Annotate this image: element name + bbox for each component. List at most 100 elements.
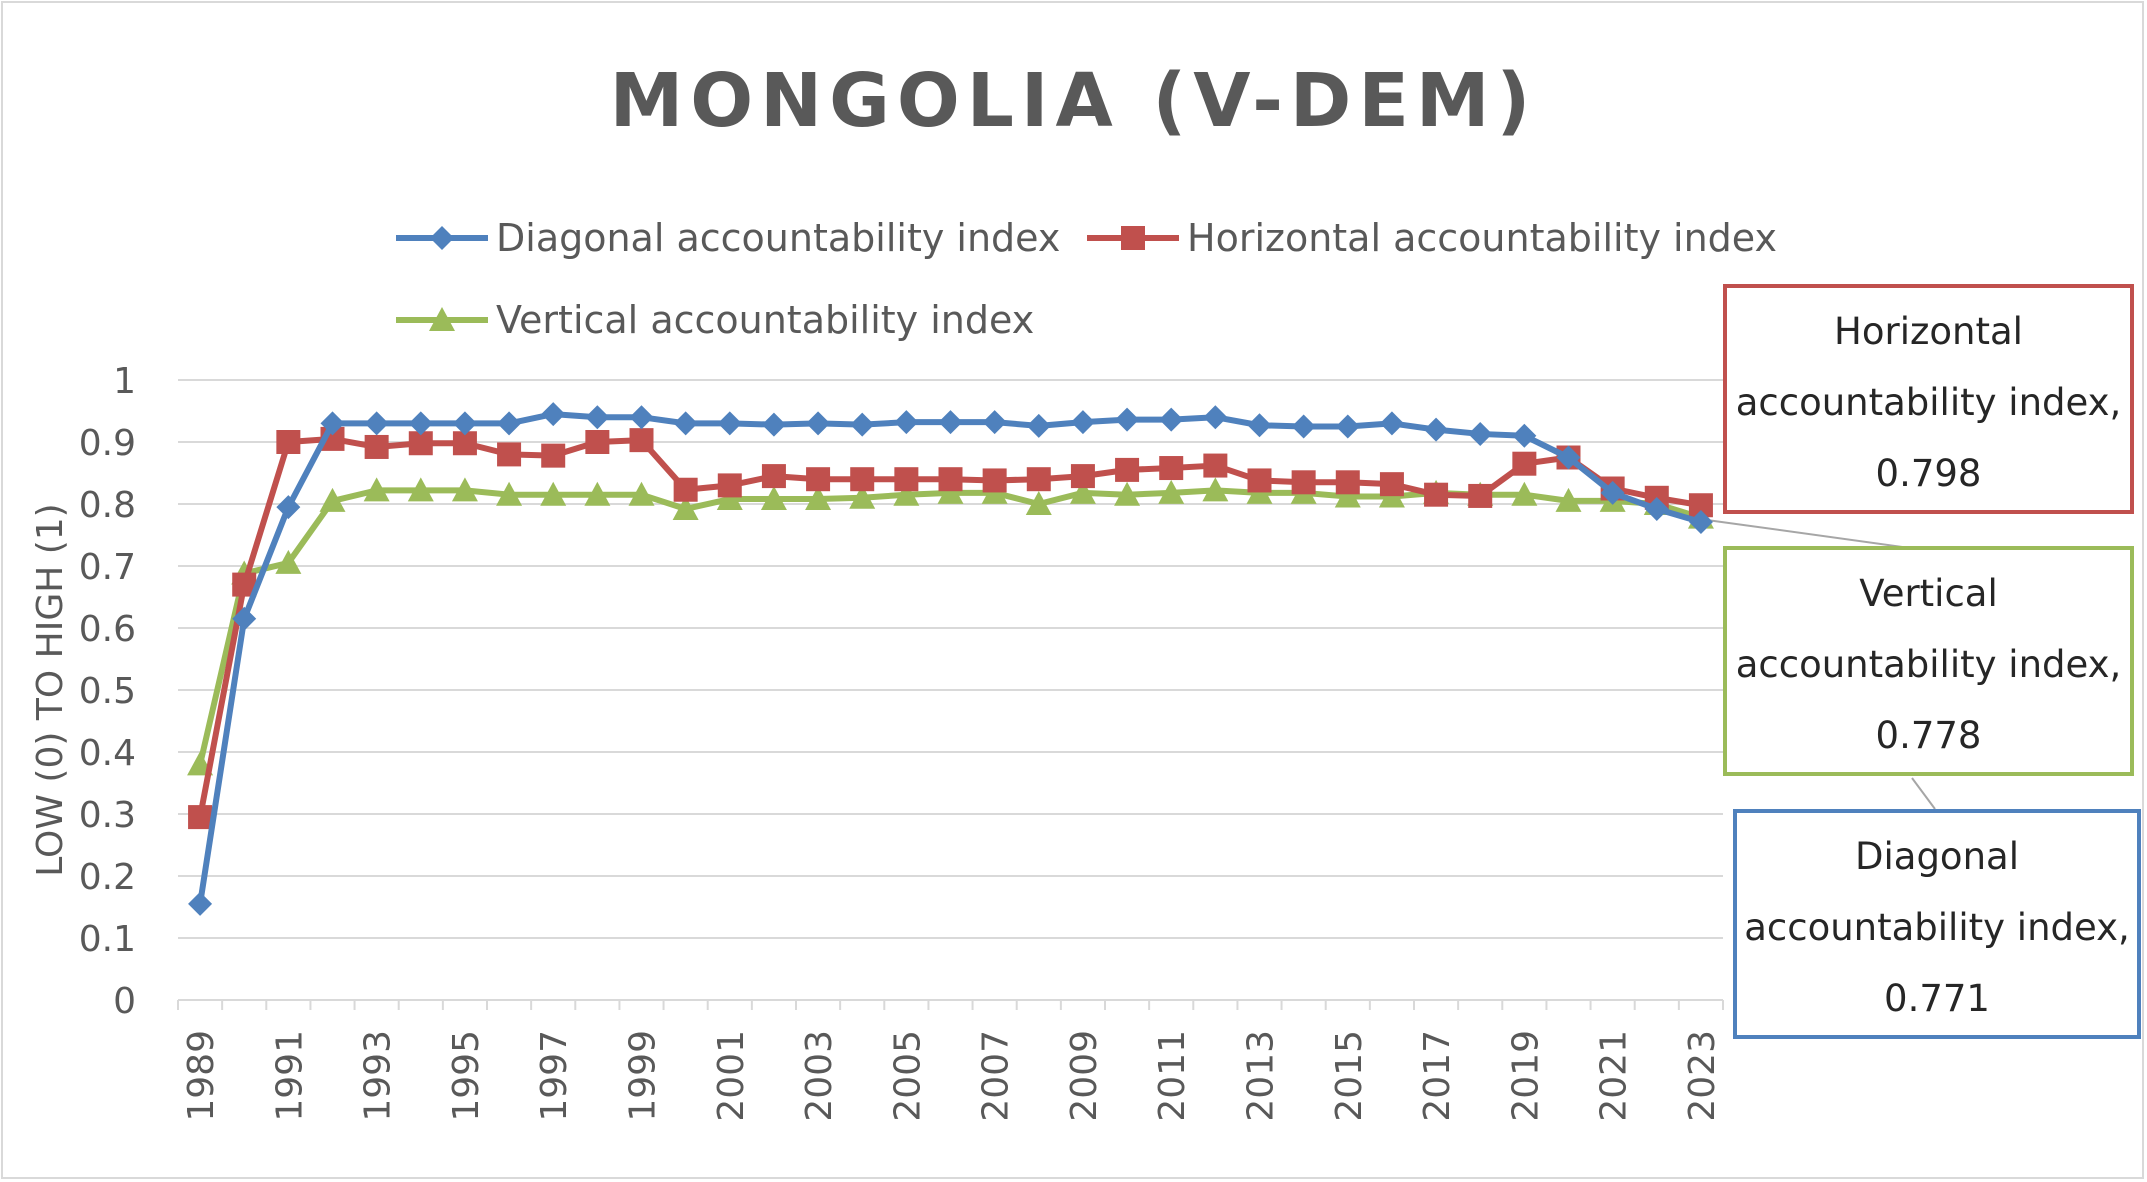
data-point-horizontal bbox=[1291, 470, 1316, 495]
data-point-diagonal bbox=[452, 411, 477, 436]
data-point-diagonal bbox=[1379, 411, 1404, 436]
data-point-diagonal bbox=[364, 411, 389, 436]
data-point-diagonal bbox=[1335, 414, 1360, 439]
data-point-vertical bbox=[363, 477, 390, 502]
callout-horizontal-line1: Horizontal bbox=[1834, 310, 2023, 353]
data-point-vertical bbox=[451, 477, 478, 502]
data-point-diagonal bbox=[1026, 413, 1051, 438]
y-tick-label: 1 bbox=[113, 361, 136, 402]
data-point-diagonal bbox=[1688, 509, 1713, 534]
data-point-diagonal bbox=[1600, 480, 1625, 505]
data-point-vertical bbox=[275, 549, 302, 574]
data-point-horizontal bbox=[276, 430, 301, 454]
x-tick-label: 2023 bbox=[1682, 1030, 1723, 1122]
legend-marker-vertical bbox=[429, 307, 455, 331]
data-point-vertical bbox=[893, 481, 920, 506]
x-tick-label: 2011 bbox=[1152, 1030, 1193, 1122]
data-point-diagonal bbox=[1247, 413, 1272, 438]
data-point-diagonal bbox=[276, 495, 301, 520]
data-point-horizontal bbox=[982, 468, 1007, 493]
x-tick-label: 1991 bbox=[269, 1030, 310, 1122]
data-point-diagonal bbox=[1070, 410, 1095, 435]
series-diagonal bbox=[188, 402, 1713, 916]
data-point-vertical bbox=[849, 484, 876, 509]
data-point-vertical bbox=[1334, 483, 1361, 508]
x-tick-label: 1995 bbox=[446, 1030, 487, 1122]
y-tick-label: 0.7 bbox=[79, 547, 136, 588]
x-tick-label: 1993 bbox=[358, 1030, 399, 1122]
data-point-vertical bbox=[760, 486, 787, 511]
data-point-diagonal bbox=[761, 412, 786, 437]
data-point-horizontal bbox=[1379, 472, 1404, 497]
series-group bbox=[187, 402, 1714, 916]
data-point-diagonal bbox=[1644, 496, 1669, 521]
data-point-diagonal bbox=[497, 411, 522, 436]
data-point-horizontal bbox=[1468, 483, 1493, 508]
data-point-horizontal bbox=[497, 442, 522, 467]
x-tick-label: 2007 bbox=[976, 1030, 1017, 1122]
data-point-diagonal bbox=[408, 411, 433, 436]
data-point-diagonal bbox=[629, 405, 654, 430]
data-point-horizontal bbox=[894, 467, 919, 492]
y-tick-label: 0.4 bbox=[79, 733, 136, 774]
data-point-diagonal bbox=[1424, 417, 1449, 442]
leader-line-vertical bbox=[1706, 518, 1911, 549]
callout-leaders bbox=[1706, 518, 1936, 810]
x-tick-label: 2013 bbox=[1241, 1030, 1282, 1122]
data-point-vertical bbox=[407, 477, 434, 502]
data-point-vertical bbox=[1069, 479, 1096, 504]
data-point-horizontal bbox=[629, 428, 654, 453]
x-axis-ticks: 1989 1991 1993 1995 1997 1999 2001 2003 2005 2007… bbox=[181, 1030, 1723, 1122]
data-point-horizontal bbox=[1424, 482, 1449, 507]
legend-marker-horizontal bbox=[1121, 226, 1145, 250]
data-point-horizontal bbox=[1115, 457, 1140, 482]
legend-marker-diagonal bbox=[430, 226, 454, 250]
data-point-diagonal bbox=[1291, 414, 1316, 439]
data-point-diagonal bbox=[717, 411, 742, 436]
legend-label-vertical: Vertical accountability index bbox=[496, 298, 1034, 342]
data-point-diagonal bbox=[1556, 445, 1581, 470]
data-point-horizontal bbox=[1247, 468, 1272, 493]
data-point-diagonal bbox=[806, 411, 831, 436]
callout-vertical-line1: Vertical bbox=[1859, 572, 1998, 615]
data-point-horizontal bbox=[938, 467, 963, 492]
data-point-diagonal bbox=[982, 410, 1007, 435]
data-point-vertical bbox=[1114, 481, 1141, 506]
data-point-horizontal bbox=[1335, 470, 1360, 495]
data-point-diagonal bbox=[320, 411, 345, 436]
data-point-horizontal bbox=[188, 805, 213, 830]
x-tick-label: 2005 bbox=[887, 1030, 928, 1122]
y-axis-title: LOW (0) TO HIGH (1) bbox=[30, 503, 71, 876]
data-point-vertical bbox=[937, 479, 964, 504]
data-point-horizontal bbox=[364, 434, 389, 459]
y-tick-label: 0.6 bbox=[79, 609, 136, 650]
data-point-horizontal bbox=[1026, 467, 1051, 492]
data-point-diagonal bbox=[1203, 405, 1228, 430]
callout-diagonal: Diagonal accountability index, 0.771 bbox=[1733, 809, 2141, 1039]
data-point-horizontal bbox=[1070, 464, 1095, 489]
data-point-horizontal bbox=[1512, 451, 1537, 476]
data-point-diagonal bbox=[850, 412, 875, 437]
legend-label-horizontal: Horizontal accountability index bbox=[1187, 216, 1777, 260]
data-point-horizontal bbox=[806, 467, 831, 492]
data-point-horizontal bbox=[585, 430, 610, 454]
data-point-diagonal bbox=[1468, 421, 1493, 446]
data-point-diagonal bbox=[188, 891, 213, 916]
data-point-vertical bbox=[540, 481, 567, 506]
callout-diagonal-line2: accountability index, bbox=[1744, 906, 2130, 949]
x-tick-label: 1989 bbox=[181, 1030, 222, 1122]
data-point-diagonal bbox=[541, 402, 566, 427]
x-tick-label: 2001 bbox=[711, 1030, 752, 1122]
x-tick-label: 2017 bbox=[1417, 1030, 1458, 1122]
data-point-vertical bbox=[1025, 491, 1052, 515]
data-point-vertical bbox=[584, 481, 611, 506]
data-point-horizontal bbox=[1203, 453, 1228, 478]
y-axis-ticks: 0 0.1 0.2 0.3 0.4 0.5 0.6 0.7 0.8 0.9 1 bbox=[79, 361, 136, 1022]
x-tick-label: 2003 bbox=[799, 1030, 840, 1122]
legend: Diagonal accountability index Horizontal … bbox=[396, 216, 1777, 342]
data-point-vertical bbox=[672, 495, 699, 520]
y-tick-label: 0.3 bbox=[79, 795, 136, 836]
data-point-vertical bbox=[319, 487, 346, 512]
